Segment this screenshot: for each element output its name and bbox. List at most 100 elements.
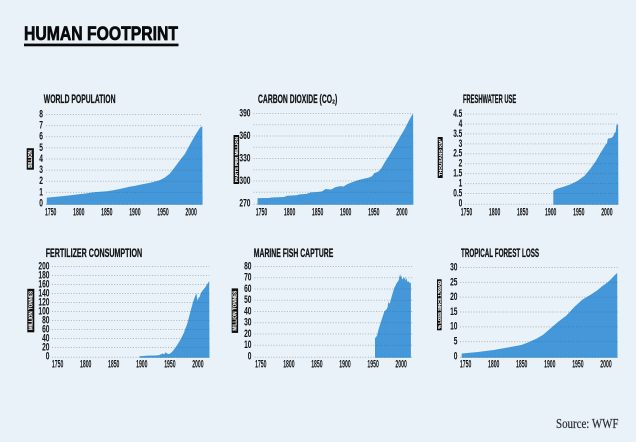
svg-text:BILLION: BILLION: [28, 150, 34, 168]
svg-text:PARTS PER MILLION: PARTS PER MILLION: [234, 136, 239, 182]
svg-text:1850: 1850: [517, 206, 528, 218]
svg-text:2000: 2000: [192, 358, 203, 370]
svg-text:2000: 2000: [601, 206, 612, 218]
svg-text:7: 7: [39, 120, 43, 132]
svg-text:1900: 1900: [129, 206, 140, 218]
svg-text:30: 30: [244, 317, 251, 329]
svg-text:20: 20: [42, 341, 49, 353]
svg-text:HUMAN FOOTPRINT: HUMAN FOOTPRINT: [24, 24, 178, 45]
svg-text:1: 1: [39, 186, 43, 198]
svg-text:4: 4: [39, 153, 43, 165]
svg-text:2: 2: [39, 175, 43, 187]
svg-text:1950: 1950: [157, 206, 168, 218]
svg-text:15: 15: [450, 306, 457, 318]
svg-text:0.5: 0.5: [453, 187, 462, 199]
svg-text:MARINE FISH CAPTURE: MARINE FISH CAPTURE: [254, 248, 334, 260]
svg-text:Source: WWF: Source: WWF: [556, 417, 619, 432]
svg-text:FERTILIZER CONSUMPTION: FERTILIZER CONSUMPTION: [46, 248, 143, 260]
svg-text:120: 120: [38, 296, 49, 308]
svg-text:% LOSS SINCE 1700AD: % LOSS SINCE 1700AD: [437, 281, 442, 329]
svg-text:1800: 1800: [488, 358, 499, 370]
svg-text:10: 10: [450, 321, 457, 333]
svg-text:5: 5: [39, 142, 43, 154]
svg-text:80: 80: [244, 260, 251, 272]
svg-text:3.5: 3.5: [453, 128, 462, 140]
svg-text:1: 1: [459, 178, 463, 190]
svg-text:1950: 1950: [367, 358, 378, 370]
svg-text:140: 140: [38, 287, 49, 299]
svg-text:20: 20: [244, 328, 251, 340]
svg-text:1850: 1850: [312, 206, 323, 218]
svg-text:200: 200: [38, 260, 49, 272]
svg-text:20: 20: [450, 291, 457, 303]
svg-text:1750: 1750: [460, 358, 471, 370]
svg-text:1900: 1900: [340, 206, 351, 218]
svg-text:0: 0: [46, 350, 50, 362]
svg-text:1950: 1950: [368, 206, 379, 218]
svg-text:4: 4: [459, 118, 463, 130]
svg-text:30: 30: [450, 261, 457, 273]
svg-text:180: 180: [38, 269, 49, 281]
svg-text:WORLD POPULATION: WORLD POPULATION: [44, 94, 116, 106]
svg-text:2.5: 2.5: [453, 148, 462, 160]
svg-text:1750: 1750: [256, 206, 267, 218]
svg-text:MILLION TONNES: MILLION TONNES: [28, 290, 34, 330]
svg-text:1900: 1900: [136, 358, 147, 370]
svg-text:270: 270: [239, 197, 250, 209]
svg-text:MILLION TONNES: MILLION TONNES: [233, 290, 239, 331]
svg-text:2000: 2000: [185, 206, 196, 218]
svg-text:1.5: 1.5: [453, 168, 462, 180]
svg-text:1800: 1800: [73, 206, 84, 218]
svg-text:1850: 1850: [101, 206, 112, 218]
svg-text:FRESHWATER USE: FRESHWATER USE: [463, 94, 516, 106]
svg-text:70: 70: [244, 272, 251, 284]
svg-text:1850: 1850: [311, 358, 322, 370]
svg-text:10: 10: [244, 339, 251, 351]
svg-text:1800: 1800: [80, 358, 91, 370]
svg-text:80: 80: [42, 314, 49, 326]
svg-text:1950: 1950: [573, 206, 584, 218]
svg-text:1950: 1950: [164, 358, 175, 370]
svg-text:60: 60: [244, 283, 251, 295]
svg-text:1850: 1850: [516, 358, 527, 370]
svg-text:3: 3: [459, 138, 463, 150]
svg-text:1750: 1750: [255, 358, 266, 370]
svg-text:8: 8: [39, 108, 43, 120]
svg-text:5: 5: [454, 336, 458, 348]
svg-text:TROPICAL FOREST LOSS: TROPICAL FOREST LOSS: [461, 248, 539, 260]
svg-text:6: 6: [39, 131, 43, 143]
svg-text:3: 3: [39, 164, 43, 176]
svg-text:300: 300: [239, 175, 250, 187]
svg-text:1900: 1900: [339, 358, 350, 370]
svg-text:1950: 1950: [572, 358, 583, 370]
svg-text:2: 2: [459, 158, 463, 170]
svg-text:1900: 1900: [544, 358, 555, 370]
svg-text:2000: 2000: [600, 358, 611, 370]
svg-text:25: 25: [450, 276, 457, 288]
svg-text:2000: 2000: [396, 206, 407, 218]
svg-text:CARBON DIOXIDE (CO₂): CARBON DIOXIDE (CO₂): [258, 94, 337, 106]
svg-text:390: 390: [239, 107, 250, 119]
svg-text:4.5: 4.5: [453, 108, 462, 120]
svg-text:0: 0: [248, 350, 252, 362]
svg-text:1850: 1850: [108, 358, 119, 370]
svg-text:0: 0: [459, 197, 463, 209]
svg-text:50: 50: [244, 294, 251, 306]
svg-text:2000: 2000: [395, 358, 406, 370]
svg-text:0: 0: [454, 350, 458, 362]
svg-text:100: 100: [38, 305, 49, 317]
svg-text:40: 40: [42, 332, 49, 344]
svg-text:1800: 1800: [489, 206, 500, 218]
svg-text:THOUSAND KM³: THOUSAND KM³: [438, 139, 444, 176]
svg-text:1900: 1900: [545, 206, 556, 218]
svg-text:1800: 1800: [283, 358, 294, 370]
svg-text:1750: 1750: [52, 358, 63, 370]
svg-text:1750: 1750: [45, 206, 56, 218]
svg-text:0: 0: [39, 197, 43, 209]
svg-text:360: 360: [239, 130, 250, 142]
svg-text:1750: 1750: [461, 206, 472, 218]
svg-text:1800: 1800: [284, 206, 295, 218]
svg-text:160: 160: [38, 278, 49, 290]
svg-text:330: 330: [239, 152, 250, 164]
svg-text:40: 40: [244, 305, 251, 317]
